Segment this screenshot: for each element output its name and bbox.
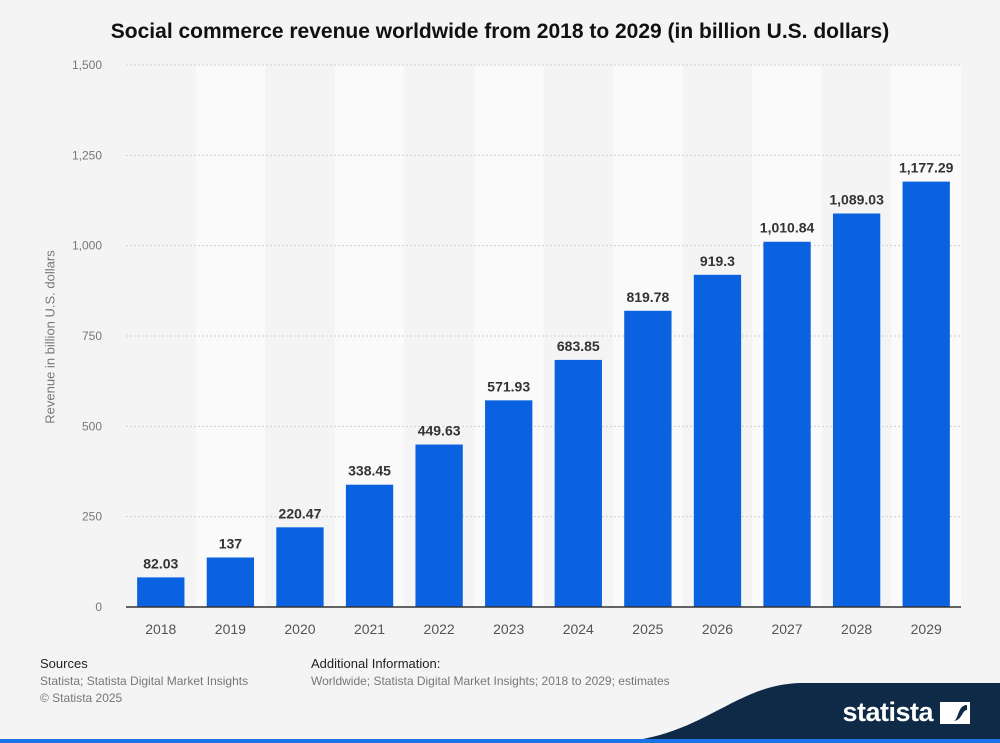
- additional-info-text: Worldwide; Statista Digital Market Insig…: [311, 674, 670, 688]
- x-tick-label: 2021: [354, 621, 385, 637]
- sources-heading: Sources: [40, 656, 88, 671]
- x-tick-label: 2029: [911, 621, 942, 637]
- bar[interactable]: [554, 359, 602, 607]
- copyright-text: © Statista 2025: [40, 691, 123, 705]
- y-tick-label: 750: [82, 329, 102, 343]
- statista-logo[interactable]: statista: [842, 697, 970, 728]
- bar[interactable]: [137, 577, 185, 607]
- bar[interactable]: [902, 181, 950, 607]
- value-label: 338.45: [348, 463, 391, 479]
- bar[interactable]: [763, 241, 811, 607]
- bar[interactable]: [276, 527, 324, 607]
- x-axis-ticks: 2018 2019 2020 2021 2022 2023 2024 2025 2026 2027…: [145, 621, 942, 637]
- y-tick-label: 1,250: [72, 148, 102, 162]
- value-label: 1,089.03: [829, 191, 884, 207]
- value-label: 819.78: [626, 289, 669, 305]
- value-labels: 82.03 137 220.47 338.45 449.63 571.93 683.85 81…: [143, 160, 953, 572]
- value-label: 683.85: [557, 338, 600, 354]
- value-label: 919.3: [700, 253, 735, 269]
- statista-mark-icon: [940, 701, 970, 724]
- additional-info-block: Additional Information: Worldwide; Stati…: [311, 656, 670, 691]
- x-tick-label: 2024: [563, 621, 594, 637]
- sources-block: Sources Statista; Statista Digital Marke…: [40, 656, 248, 708]
- y-tick-label: 250: [82, 510, 102, 524]
- bar[interactable]: [832, 213, 881, 607]
- additional-info-heading: Additional Information:: [311, 656, 441, 671]
- bar[interactable]: [415, 444, 463, 607]
- bar[interactable]: [206, 557, 255, 607]
- value-label: 571.93: [487, 378, 530, 394]
- x-tick-label: 2027: [771, 621, 802, 637]
- x-tick-label: 2023: [493, 621, 524, 637]
- y-axis-ticks: 0 250 500 750 1,000 1,250 1,500: [72, 58, 102, 614]
- x-tick-label: 2020: [284, 621, 315, 637]
- y-tick-label: 1,000: [72, 239, 102, 253]
- bar[interactable]: [345, 484, 394, 607]
- value-label: 220.47: [279, 505, 322, 521]
- bar[interactable]: [485, 400, 533, 607]
- y-tick-label: 1,500: [72, 58, 102, 72]
- value-label: 82.03: [143, 555, 178, 571]
- value-label: 449.63: [418, 423, 461, 439]
- y-axis-label: Revenue in billion U.S. dollars: [42, 250, 58, 424]
- y-tick-label: 0: [95, 600, 102, 614]
- x-tick-label: 2025: [632, 621, 663, 637]
- bars: [137, 181, 950, 607]
- value-label: 137: [219, 535, 243, 551]
- x-tick-label: 2028: [841, 621, 872, 637]
- value-label: 1,177.29: [899, 160, 954, 176]
- x-tick-label: 2022: [424, 621, 455, 637]
- x-tick-label: 2026: [702, 621, 733, 637]
- brand-name: statista: [842, 697, 933, 727]
- value-label: 1,010.84: [760, 220, 815, 236]
- y-tick-label: 500: [82, 419, 102, 433]
- sources-text[interactable]: Statista; Statista Digital Market Insigh…: [40, 674, 249, 688]
- bar[interactable]: [693, 274, 742, 607]
- bar[interactable]: [624, 310, 672, 607]
- chart-title: Social commerce revenue worldwide from 2…: [110, 20, 890, 43]
- x-tick-label: 2019: [215, 621, 246, 637]
- gridlines: [126, 64, 961, 518]
- x-tick-label: 2018: [145, 621, 176, 637]
